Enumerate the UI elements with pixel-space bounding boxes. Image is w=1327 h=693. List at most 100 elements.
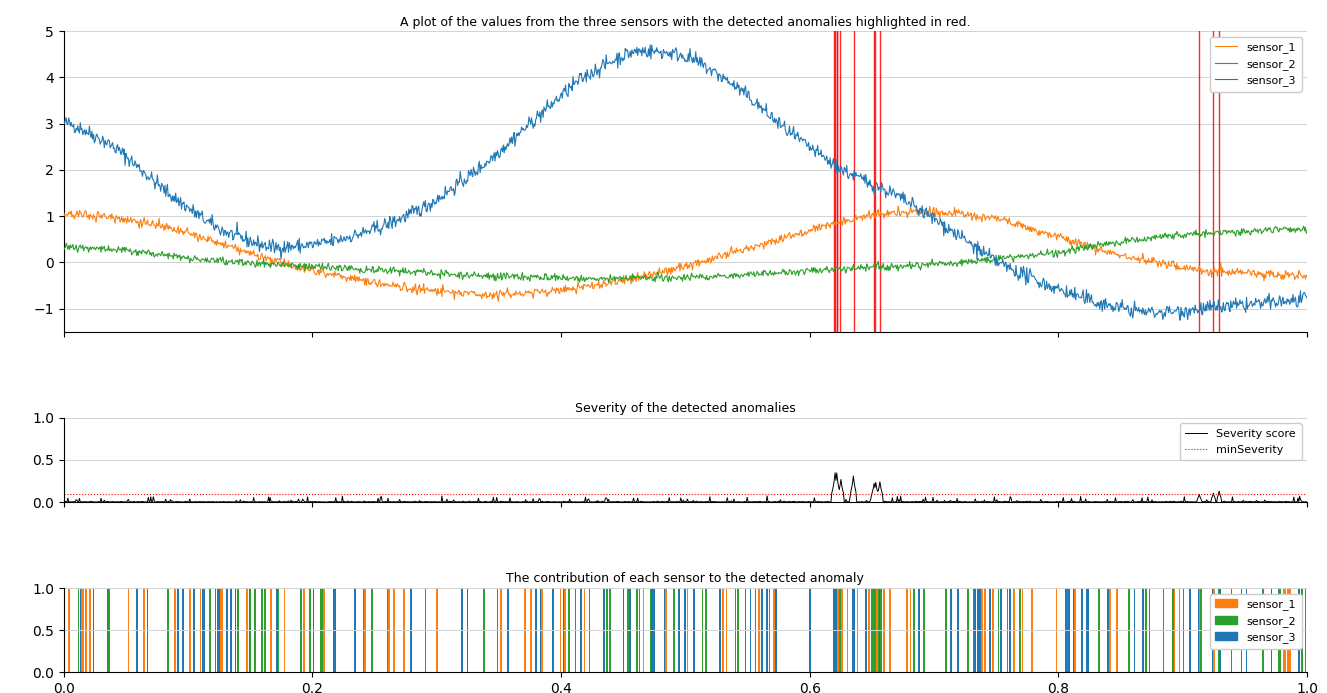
Bar (507, 588, 510, 672)
Bar (437, 588, 438, 672)
Bar (837, 588, 839, 672)
Bar (276, 588, 277, 672)
Severity score (56, 498, 72, 506)
Bar (705, 588, 706, 672)
sensor_1 (632, 274, 648, 283)
Bar (93, 588, 94, 672)
Bar (483, 588, 484, 672)
Bar (868, 588, 871, 672)
Bar (1074, 588, 1075, 672)
Bar (540, 588, 541, 672)
Bar (738, 588, 739, 672)
Bar (1241, 588, 1242, 672)
Bar (874, 588, 877, 672)
sensor_3 (56, 117, 72, 125)
Bar (840, 588, 841, 672)
Bar (1087, 588, 1088, 672)
Bar (364, 588, 365, 672)
Bar (874, 588, 876, 672)
Bar (673, 588, 675, 672)
Severity score (609, 498, 625, 506)
Bar (990, 588, 991, 672)
Bar (1128, 588, 1129, 672)
Bar (324, 588, 325, 672)
Bar (235, 588, 236, 672)
Bar (609, 588, 612, 672)
Bar (178, 588, 179, 672)
Line: sensor_2: sensor_2 (64, 226, 1307, 283)
Bar (1162, 588, 1164, 672)
sensor_1 (56, 209, 72, 217)
Bar (1019, 588, 1020, 672)
Bar (884, 588, 885, 672)
Bar (650, 588, 652, 672)
Bar (1189, 588, 1190, 672)
Severity score (203, 498, 219, 506)
sensor_2 (601, 279, 617, 287)
Bar (167, 588, 169, 672)
Bar (552, 588, 553, 672)
Bar (665, 588, 666, 672)
Bar (1149, 588, 1151, 672)
Bar (219, 588, 220, 672)
Bar (1213, 588, 1216, 672)
Bar (354, 588, 356, 672)
Bar (1298, 588, 1299, 672)
Bar (393, 588, 394, 672)
Bar (564, 588, 565, 672)
Bar (249, 588, 251, 672)
Severity score (827, 468, 843, 477)
Bar (218, 588, 219, 672)
Bar (832, 588, 835, 672)
Bar (702, 588, 703, 672)
Bar (685, 588, 686, 672)
Bar (1031, 588, 1032, 672)
Bar (1279, 588, 1281, 672)
sensor_1 (1299, 272, 1315, 281)
Bar (873, 588, 874, 672)
Bar (231, 588, 232, 672)
Bar (1074, 588, 1076, 672)
Bar (334, 588, 336, 672)
Bar (945, 588, 947, 672)
Bar (762, 588, 763, 672)
Bar (107, 588, 109, 672)
sensor_2 (56, 246, 72, 254)
Bar (1067, 588, 1070, 672)
Bar (766, 588, 768, 672)
Bar (772, 588, 775, 672)
Bar (750, 588, 751, 672)
Bar (200, 588, 202, 672)
Bar (1289, 588, 1290, 672)
sensor_3 (764, 108, 780, 116)
sensor_1 (584, 278, 600, 286)
Bar (81, 588, 82, 672)
Title: A plot of the values from the three sensors with the detected anomalies highligh: A plot of the values from the three sens… (401, 16, 970, 28)
Bar (755, 588, 756, 672)
sensor_2 (203, 256, 219, 265)
Bar (1056, 588, 1058, 672)
Bar (602, 588, 605, 672)
Bar (1014, 588, 1015, 672)
Bar (271, 588, 272, 672)
Bar (889, 588, 890, 672)
Bar (839, 588, 841, 672)
Bar (1283, 588, 1285, 672)
Bar (835, 588, 837, 672)
Bar (188, 588, 191, 672)
Bar (220, 588, 222, 672)
Line: Severity score: Severity score (64, 473, 1307, 502)
Bar (560, 588, 561, 672)
Bar (1262, 588, 1263, 672)
Bar (147, 588, 149, 672)
Bar (248, 588, 251, 672)
Bar (580, 588, 583, 672)
Bar (974, 588, 977, 672)
Bar (202, 588, 204, 672)
Bar (1172, 588, 1173, 672)
sensor_1 (153, 221, 169, 229)
Bar (967, 588, 969, 672)
Bar (410, 588, 411, 672)
Bar (277, 588, 280, 672)
Bar (865, 588, 867, 672)
